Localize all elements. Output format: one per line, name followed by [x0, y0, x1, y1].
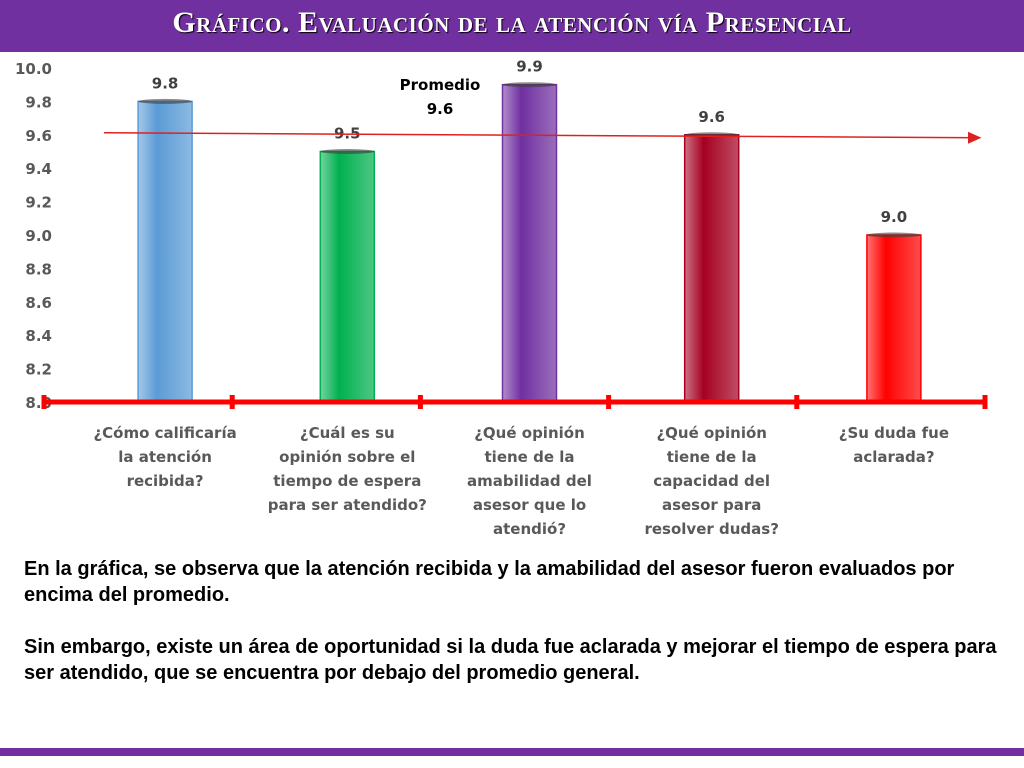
bar — [319, 150, 376, 403]
category-label: tiene de la — [485, 448, 575, 466]
bar-value-label: 9.6 — [698, 108, 725, 126]
bar-top — [502, 82, 557, 88]
y-tick-label: 8.8 — [25, 260, 52, 278]
y-tick-label: 9.8 — [25, 93, 52, 111]
category-label: aclarada? — [853, 448, 934, 466]
category-label: capacidad del — [653, 472, 770, 490]
y-tick-label: 9.0 — [25, 227, 52, 245]
bar-value-label: 9.9 — [516, 58, 543, 76]
paragraph-1: En la gráfica, se observa que la atenció… — [24, 558, 955, 606]
y-tick-label: 9.4 — [25, 160, 52, 178]
bar-top — [138, 98, 193, 104]
bar-top — [320, 149, 375, 154]
bar — [683, 134, 740, 403]
category-label: asesor que lo — [473, 496, 586, 514]
category-label: la atención — [118, 448, 212, 466]
bar — [501, 83, 558, 403]
paragraph-2: Sin embargo, existe un área de oportunid… — [24, 636, 997, 684]
bar-chart: 8.08.28.48.68.89.09.29.49.69.810.09.8¿Có… — [15, 58, 988, 538]
title-bar — [0, 0, 1024, 52]
bar-value-label: 9.8 — [152, 74, 179, 92]
category-label: ¿Qué opinión — [656, 424, 767, 442]
category-label: tiempo de espera — [273, 472, 421, 490]
description-text: En la gráfica, se observa que la atenció… — [24, 556, 1009, 712]
y-tick-label: 9.6 — [25, 127, 52, 145]
category-label: resolver dudas? — [644, 520, 778, 538]
y-tick-label: 8.4 — [25, 327, 52, 345]
category-label: opinión sobre el — [279, 448, 415, 466]
page-title: Gráfico. Evaluación de la atención vía P… — [172, 6, 852, 39]
category-label: para ser atendido? — [268, 496, 427, 514]
bar — [866, 234, 922, 403]
category-label: ¿Su duda fue — [839, 424, 949, 442]
bar-top — [866, 232, 921, 238]
y-tick-label: 8.6 — [25, 294, 52, 312]
y-tick-label: 8.2 — [25, 361, 52, 379]
average-line — [103, 131, 982, 144]
average-label: 9.6 — [427, 100, 454, 118]
category-label: ¿Cómo calificaría — [93, 424, 236, 442]
category-label: ¿Cuál es su — [300, 424, 395, 442]
footer-bar — [0, 748, 1024, 756]
y-tick-label: 10.0 — [15, 60, 52, 78]
y-tick-label: 9.2 — [25, 194, 52, 212]
bar — [137, 100, 193, 403]
average-label: Promedio — [400, 76, 481, 94]
category-label: ¿Qué opinión — [474, 424, 585, 442]
bar-value-label: 9.0 — [881, 208, 908, 226]
category-label: recibida? — [127, 472, 204, 490]
category-label: tiene de la — [667, 448, 757, 466]
category-label: asesor para — [662, 496, 761, 514]
category-label: atendió? — [493, 520, 566, 538]
category-label: amabilidad del — [467, 472, 592, 490]
